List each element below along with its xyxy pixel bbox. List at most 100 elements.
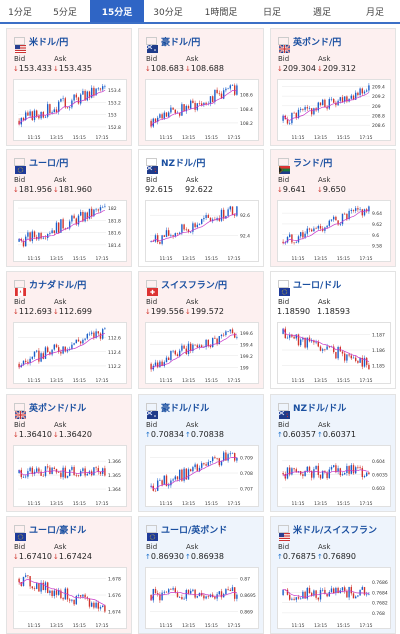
pair-name[interactable]: 英ポンド/円	[293, 37, 342, 48]
y-tick-label: 181.6	[108, 231, 121, 237]
card-title[interactable]: 米ドル/円	[14, 35, 69, 53]
candle-body	[90, 332, 93, 334]
moving-average-line	[282, 469, 369, 477]
y-tick-label: 1.364	[108, 487, 121, 493]
rate-card[interactable]: 英ポンド/ドル Bid Ask ↓1.36410 ↓1.36420 1.366 1.365 1…	[6, 394, 132, 512]
candle-body	[233, 214, 236, 216]
x-tick-label: 13:15	[182, 623, 195, 629]
rate-card[interactable]: カナダドル/円 Bid Ask ↓112.693 ↓112.699 112.6 112.4 1…	[6, 271, 132, 389]
candle-body	[361, 209, 364, 216]
candle-body	[163, 362, 166, 366]
x-tick-label: 15:15	[337, 256, 350, 262]
candle-body	[350, 95, 353, 99]
card-title[interactable]: ユーロ/ドル	[278, 278, 342, 296]
candlestick-chart[interactable]: 112.6 112.4 112.2 11:15 13:15 15:15 17:15	[13, 322, 127, 384]
candle-body	[97, 88, 100, 90]
tab-3[interactable]: 30分足	[153, 7, 183, 18]
x-tick-label: 11:15	[160, 256, 173, 262]
candlestick-chart[interactable]: 0.7686 0.7684 0.7682 0.768 11:15 13:15 15:15 17…	[277, 567, 391, 629]
x-tick-label: 13:15	[182, 135, 195, 141]
candlestick-chart[interactable]: 9.64 9.62 9.6 9.58 11:15 13:15 15:15 17:15	[277, 200, 391, 262]
candle-body	[97, 468, 100, 473]
candlestick-chart[interactable]: 209.4 209.2 209 208.8 208.6 11:15 13:15 15:15 17…	[277, 79, 391, 141]
candlestick-chart[interactable]: 0.87 0.8695 0.869 11:15 13:15 15:15 17:15	[145, 567, 259, 629]
candle-body	[236, 457, 238, 461]
tab-2[interactable]: 15分足	[90, 0, 144, 22]
card-title[interactable]: 英ポンド/ドル	[14, 401, 87, 420]
pair-name[interactable]: スイスフラン/円	[161, 280, 228, 291]
card-title[interactable]: ランド/円	[278, 156, 333, 174]
tab-7[interactable]: 月足	[365, 7, 384, 18]
candle-body	[51, 230, 53, 234]
rate-card[interactable]: 英ポンド/円 Bid Ask ↓209.304 ↓209.312 209.4 209.2 20…	[270, 28, 396, 146]
pair-name[interactable]: 米ドル/円	[29, 37, 69, 48]
rate-card[interactable]: ランド/円 Bid Ask ↓9.641 ↓9.650 9.64 9.62 9.6 9.58 11…	[270, 149, 396, 267]
pair-name[interactable]: 英ポンド/ドル	[29, 403, 87, 414]
card-title[interactable]: NZドル/円	[146, 156, 206, 174]
pair-name[interactable]: ユーロ/ドル	[293, 280, 342, 291]
card-title[interactable]: ユーロ/豪ドル	[14, 523, 87, 541]
candle-body	[163, 112, 166, 119]
pair-name[interactable]: 豪ドル/ドル	[161, 403, 210, 414]
card-title[interactable]: スイスフラン/円	[146, 278, 228, 296]
down-arrow-icon: ↓	[13, 65, 19, 73]
rate-card[interactable]: 豪ドル/円 Bid Ask ↓108.683 ↓108.688 108.6 108.4 108…	[138, 28, 264, 146]
tab-0[interactable]: 1分足	[8, 7, 32, 18]
rate-card[interactable]: ユーロ/豪ドル Bid Ask ↓1.67410 ↓1.67424 1.678 1.676 1…	[6, 516, 132, 634]
rate-card[interactable]: NZドル/ドル Bid Ask ↑0.60357 ↑0.60371 0.604 0.6035…	[270, 394, 396, 512]
rate-card[interactable]: ユーロ/円 Bid Ask ↓181.956 ↓181.960 182 181.8 181.6…	[6, 149, 132, 267]
nz-flag-icon	[278, 403, 290, 419]
tab-6[interactable]: 週足	[312, 7, 331, 18]
candle-body	[178, 469, 181, 480]
moving-average-line	[150, 591, 237, 601]
ask-value: ↓108.688	[185, 64, 224, 73]
tab-1[interactable]: 5分足	[53, 7, 77, 18]
candlestick-chart[interactable]: 1.678 1.676 1.674 11:15 13:15 15:15 17:15	[13, 567, 127, 629]
pair-name[interactable]: ユーロ/豪ドル	[29, 525, 87, 536]
pair-name[interactable]: NZドル/ドル	[293, 403, 347, 414]
candlestick-chart[interactable]: 153.4 153.2 153 152.8 11:15 13:15 15:15 17:15	[13, 79, 127, 141]
candle-body	[216, 338, 218, 345]
pair-name[interactable]: 豪ドル/円	[161, 37, 201, 48]
card-title[interactable]: NZドル/ドル	[278, 401, 347, 419]
card-title[interactable]: ユーロ/円	[14, 156, 69, 174]
card-title[interactable]: 英ポンド/円	[278, 35, 342, 54]
rate-card[interactable]: ユーロ/ドル Bid Ask 1.18590 1.18593 1.187 1.186 1.18…	[270, 271, 396, 389]
pair-name[interactable]: ユーロ/英ポンド	[161, 525, 228, 536]
candlestick-chart[interactable]: 108.6 108.4 108.2 11:15 13:15 15:15 17:15	[145, 79, 259, 141]
card-title[interactable]: 豪ドル/円	[146, 35, 201, 53]
candlestick-chart[interactable]: 182 181.8 181.6 181.4 11:15 13:15 15:15 17:15	[13, 200, 127, 262]
card-title[interactable]: カナダドル/円	[14, 278, 87, 296]
rate-card[interactable]: 米ドル/円 Bid Ask ↓153.433 ↓153.435 153.4 153.2 153…	[6, 28, 132, 146]
rate-card[interactable]: スイスフラン/円 Bid Ask ↓199.556 ↓199.572 199.6 199.4…	[138, 271, 264, 389]
rate-card[interactable]: NZドル/円 Bid Ask 92.615 92.622 92.6 92.4 11:15 13:…	[138, 149, 264, 267]
candle-body	[71, 215, 73, 222]
candlestick-chart[interactable]: 0.604 0.6035 0.603 11:15 13:15 15:15 17:15	[277, 445, 391, 507]
candle-body	[68, 599, 71, 601]
candlestick-chart[interactable]: 1.187 1.186 1.185 11:15 13:15 15:15 17:15	[277, 322, 391, 384]
ask-label: Ask	[318, 298, 331, 306]
pair-name[interactable]: ランド/円	[293, 158, 333, 169]
tab-5[interactable]: 日足	[262, 7, 281, 18]
candlestick-chart[interactable]: 0.709 0.708 0.707 11:15 13:15 15:15 17:15	[145, 445, 259, 507]
candle-body	[82, 594, 84, 597]
candle-body	[293, 336, 295, 339]
pair-name[interactable]: カナダドル/円	[29, 280, 87, 291]
candle-body	[291, 234, 293, 243]
candlestick-chart[interactable]: 199.6 199.4 199.2 199 11:15 13:15 15:15 17:15	[145, 322, 259, 384]
candlestick-chart[interactable]: 92.6 92.4 11:15 13:15 15:15 17:15	[145, 200, 259, 262]
down-arrow-icon: ↓	[185, 308, 191, 316]
card-title[interactable]: 米ドル/スイスフラン	[278, 523, 378, 541]
y-tick-label: 92.6	[240, 213, 250, 219]
rate-card[interactable]: ユーロ/英ポンド Bid Ask ↑0.86930 ↑0.86938 0.87 0.8695…	[138, 516, 264, 634]
card-title[interactable]: ユーロ/英ポンド	[146, 523, 228, 541]
pair-name[interactable]: ユーロ/円	[29, 158, 69, 169]
pair-name[interactable]: 米ドル/スイスフラン	[293, 525, 378, 536]
candlestick-chart[interactable]: 1.366 1.365 1.364 11:15 13:15 15:15 17:15	[13, 445, 127, 507]
pair-name[interactable]: NZドル/円	[161, 158, 206, 169]
tab-4[interactable]: 1時間足	[204, 7, 238, 18]
card-title[interactable]: 豪ドル/ドル	[146, 401, 210, 419]
rate-card[interactable]: 豪ドル/ドル Bid Ask ↑0.70834 ↑0.70838 0.709 0.708 0.…	[138, 394, 264, 512]
candle-body	[170, 235, 172, 236]
rate-card[interactable]: 米ドル/スイスフラン Bid Ask ↑0.76875 ↑0.76890 0.7686 0.…	[270, 516, 396, 634]
